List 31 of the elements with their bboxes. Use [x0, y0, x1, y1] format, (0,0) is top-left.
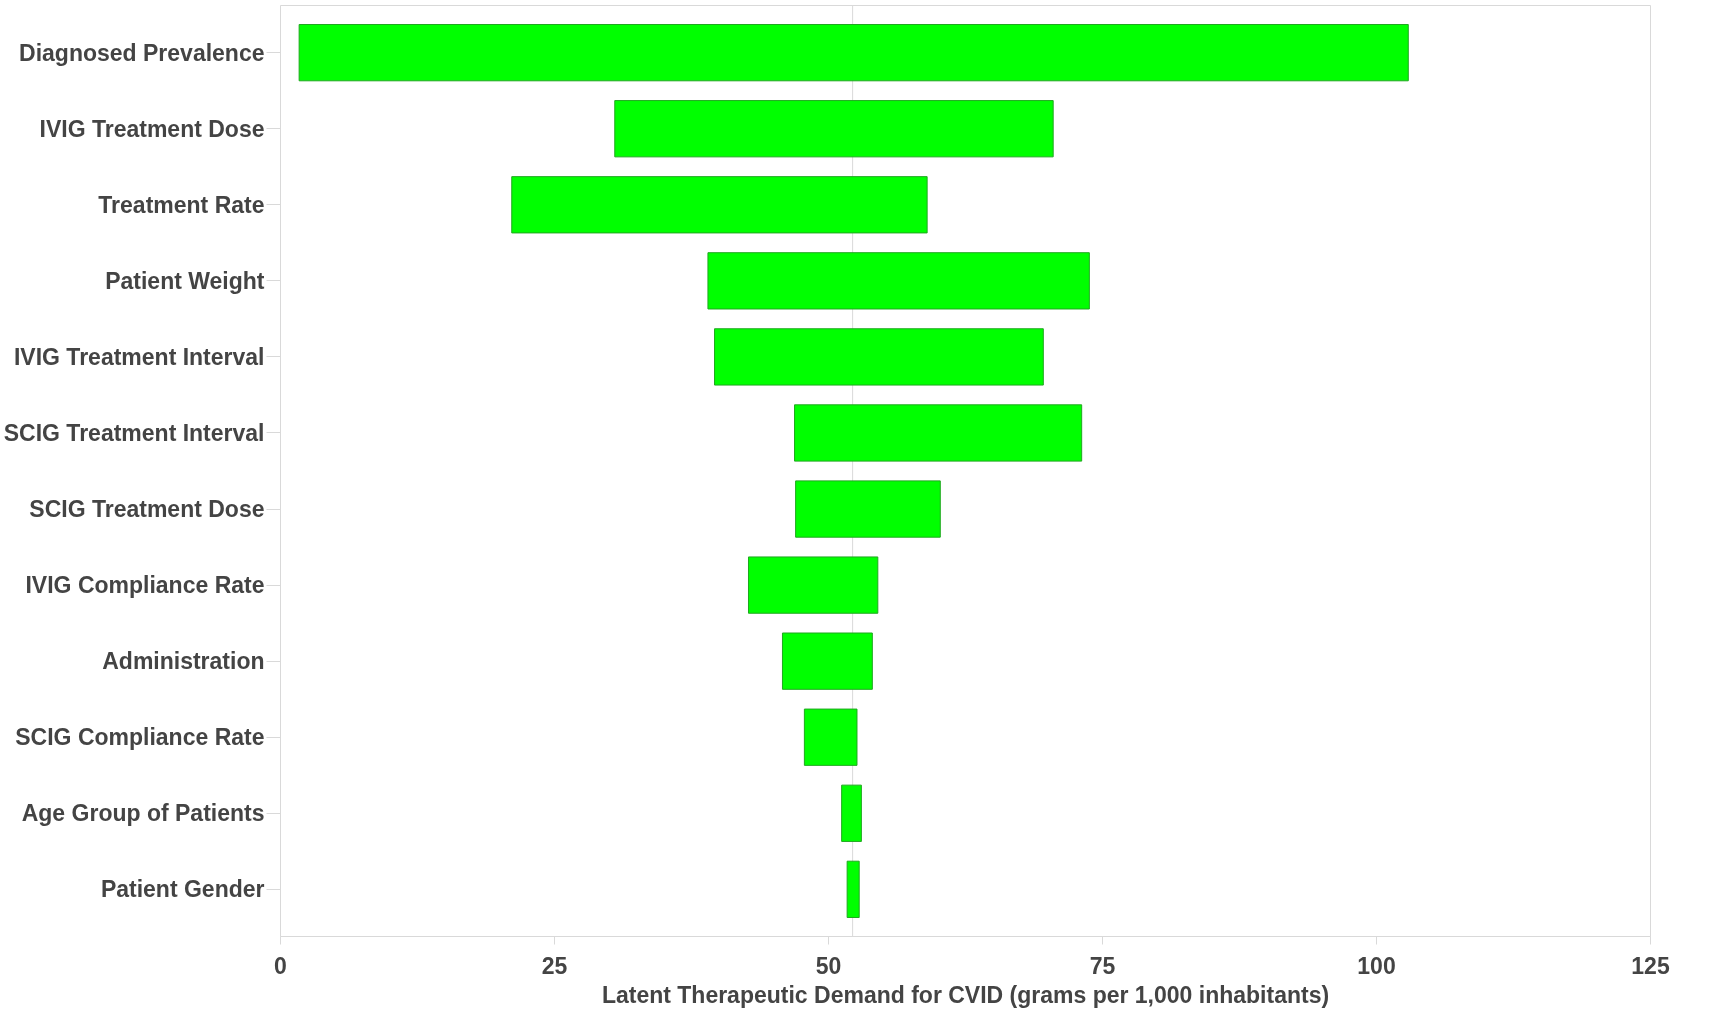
bar	[614, 100, 1054, 158]
y-tick-label: Patient Weight	[105, 267, 265, 294]
bar	[298, 24, 1409, 82]
bar	[794, 404, 1083, 462]
bar	[747, 556, 879, 614]
y-tick-label: IVIG Compliance Rate	[25, 572, 265, 599]
x-tick-label: 125	[1631, 952, 1670, 979]
bar	[781, 632, 873, 690]
bar	[841, 784, 862, 842]
y-tick-label: IVIG Treatment Dose	[39, 115, 265, 142]
y-tick-label: SCIG Treatment Interval	[3, 419, 265, 446]
bar	[714, 328, 1044, 386]
y-tick-label: Patient Gender	[100, 876, 265, 903]
x-tick-label: 25	[541, 952, 568, 979]
y-tick-label: SCIG Compliance Rate	[15, 724, 265, 751]
x-tick-label: 100	[1357, 952, 1396, 979]
x-axis-title: Latent Therapeutic Demand for CVID (grams per 1,000 inhabitants)	[601, 981, 1330, 1008]
bar	[511, 176, 928, 234]
y-tick-label: Diagnosed Prevalence	[19, 39, 265, 66]
y-tick-label: Age Group of Patients	[21, 800, 265, 827]
x-tick-label: 75	[1089, 952, 1116, 979]
bar	[803, 708, 858, 766]
y-tick-label: Treatment Rate	[98, 191, 265, 218]
bar	[707, 252, 1090, 310]
bar	[846, 860, 860, 918]
x-tick-label: 0	[274, 952, 287, 979]
bar	[795, 480, 941, 538]
y-tick-label: IVIG Treatment Interval	[13, 343, 265, 370]
x-tick-label: 50	[815, 952, 842, 979]
y-tick-label: SCIG Treatment Dose	[29, 496, 265, 523]
y-tick-label: Administration	[102, 648, 265, 675]
